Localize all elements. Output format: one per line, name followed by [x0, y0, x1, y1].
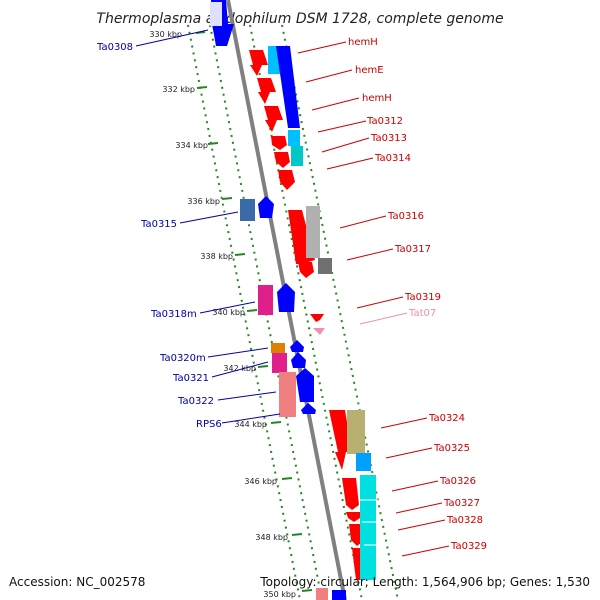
gene-ta0308-pale[interactable]: [210, 2, 222, 26]
gene-bottom-blue[interactable]: [332, 590, 346, 600]
gene-ta0322-b[interactable]: [296, 368, 314, 402]
gene-ta0314[interactable]: [278, 170, 295, 190]
label-ta0316[interactable]: Ta0316: [387, 211, 424, 222]
gene-ta0313-cyan[interactable]: [291, 146, 303, 166]
topology-text: Topology: circular; Length: 1,564,906 bp…: [259, 575, 590, 589]
gene-ta0315b[interactable]: [258, 196, 274, 218]
forward-strand-guide-right: [281, 24, 399, 600]
scale-label: 336 kbp: [187, 197, 220, 206]
gene-rps6[interactable]: [301, 403, 316, 414]
map-title: Thermoplasma acidophilum DSM 1728, compl…: [96, 11, 503, 27]
gene-ta0320m[interactable]: [271, 343, 285, 353]
label-rps6[interactable]: RPS6: [196, 419, 222, 430]
gene-heme[interactable]: [257, 78, 276, 104]
gene-ta0312[interactable]: [271, 136, 287, 150]
label-ta0317[interactable]: Ta0317: [394, 244, 431, 255]
label-ta0324[interactable]: Ta0324: [428, 413, 465, 424]
gene-ta0324[interactable]: [329, 410, 352, 470]
gene-ta0312-cyan[interactable]: [288, 130, 300, 146]
label-ta0314[interactable]: Ta0314: [374, 153, 411, 164]
label-ta0325[interactable]: Ta0325: [433, 443, 470, 454]
label-ta0321[interactable]: Ta0321: [172, 373, 209, 384]
scale-label: 332 kbp: [162, 85, 195, 94]
gene-bottom-pink[interactable]: [316, 588, 328, 600]
gene-ta0322[interactable]: [279, 372, 296, 417]
label-ta0308[interactable]: Ta0308: [96, 42, 133, 53]
scale-label: 334 kbp: [175, 141, 208, 150]
scale-label: 342 kbp: [223, 364, 256, 373]
gene-ta0321-b[interactable]: [291, 352, 306, 368]
tat07-leader: [359, 312, 408, 325]
gene-ta0325-cyan[interactable]: [356, 453, 371, 471]
scale-label: 346 kbp: [244, 477, 277, 486]
gene-ta0317-gray[interactable]: [318, 258, 332, 274]
gene-ta0313[interactable]: [274, 152, 290, 168]
label-ta0318m[interactable]: Ta0318m: [150, 309, 197, 320]
gene-heme-blue[interactable]: [276, 46, 300, 128]
label-ta0312[interactable]: Ta0312: [366, 116, 403, 127]
label-ta0320m[interactable]: Ta0320m: [159, 353, 206, 364]
right-leaders: [297, 41, 450, 557]
gene-ta0326[interactable]: [342, 478, 359, 510]
gene-ta0326-cyan[interactable]: [360, 475, 376, 580]
label-ta0315[interactable]: Ta0315: [140, 219, 177, 230]
scale-label: 340 kbp: [212, 308, 245, 317]
label-hemh-2[interactable]: hemH: [362, 93, 392, 104]
label-ta0319[interactable]: Ta0319: [404, 292, 441, 303]
scale-label: 330 kbp: [149, 30, 182, 39]
label-heme[interactable]: hemE: [355, 65, 384, 76]
left-leaders: [135, 29, 281, 424]
label-hemh-1[interactable]: hemH: [348, 37, 378, 48]
label-ta0313[interactable]: Ta0313: [370, 133, 407, 144]
label-ta0328[interactable]: Ta0328: [446, 515, 483, 526]
scale-label: 350 kbp: [263, 590, 296, 599]
gene-ta0317[interactable]: [298, 262, 314, 278]
gene-hemh-cyan[interactable]: [268, 46, 280, 74]
gene-ta0321[interactable]: [272, 353, 287, 373]
gene-ta0327[interactable]: [346, 512, 360, 522]
label-ta0322[interactable]: Ta0322: [177, 396, 214, 407]
gene-ta0318m[interactable]: [258, 285, 273, 315]
scale-label: 344 kbp: [234, 420, 267, 429]
gene-ta0319[interactable]: [310, 314, 324, 322]
gene-hemh-2[interactable]: [264, 106, 283, 132]
label-tat07[interactable]: Tat07: [408, 308, 436, 319]
label-ta0326[interactable]: Ta0326: [439, 476, 476, 487]
accession-text: Accession: NC_002578: [9, 575, 145, 589]
gene-tat07[interactable]: [313, 328, 325, 335]
gene-hemh-1[interactable]: [249, 50, 268, 76]
gene-ta0315[interactable]: [240, 199, 255, 221]
label-ta0329[interactable]: Ta0329: [450, 541, 487, 552]
label-ta0327[interactable]: Ta0327: [443, 498, 480, 509]
gene-ta0324-olive[interactable]: [347, 410, 365, 454]
gene-ta0318m-b[interactable]: [277, 283, 295, 312]
gene-ta0320m-b[interactable]: [290, 340, 304, 352]
scale-label: 338 kbp: [200, 252, 233, 261]
gene-ta0316-gray[interactable]: [306, 206, 320, 258]
scale-label: 348 kbp: [255, 533, 288, 542]
